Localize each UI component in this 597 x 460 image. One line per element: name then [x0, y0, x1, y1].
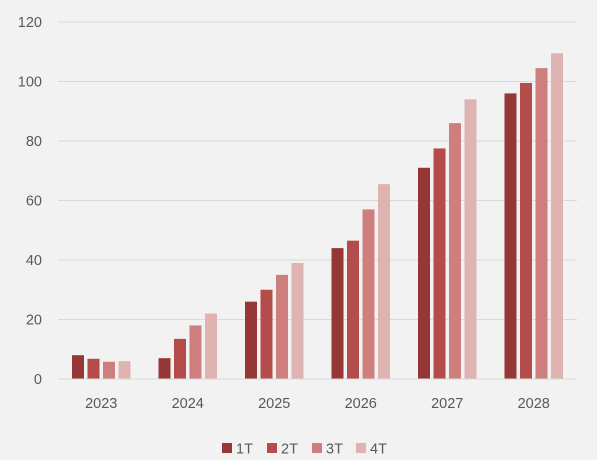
legend-label: 2T	[281, 442, 298, 458]
legend-swatch	[312, 443, 322, 453]
x-tick-label: 2024	[172, 396, 204, 412]
x-axis-tick-labels: 2023 2024 2025 2026 2027 2028	[85, 396, 550, 412]
bar-2T-2023	[87, 358, 100, 379]
bar-4T-2027	[464, 99, 477, 379]
bar-3T-2028	[535, 68, 548, 380]
bars	[72, 53, 563, 380]
bar-2T-2024	[174, 338, 186, 379]
bar-3T-2026	[362, 209, 375, 379]
legend-label: 4T	[370, 442, 387, 458]
legend-item-3T[interactable]: 3T	[312, 442, 343, 458]
bar-2T-2028	[520, 82, 532, 380]
y-axis-tick-labels: 0 20 40 60 80 100 120	[18, 15, 42, 388]
gridlines	[58, 21, 577, 320]
legend-swatch	[222, 443, 232, 453]
bar-1T-2026	[331, 248, 344, 379]
bar-2T-2026	[347, 240, 359, 379]
bar-4T-2024	[205, 313, 217, 379]
x-tick-label: 2025	[258, 396, 290, 412]
bar-3T-2024	[189, 325, 202, 379]
legend-item-2T[interactable]: 2T	[267, 442, 298, 458]
y-tick-label: 20	[26, 313, 42, 329]
bar-3T-2023	[103, 361, 115, 379]
bar-3T-2027	[449, 123, 461, 380]
legend-swatch	[267, 443, 277, 453]
bar-1T-2025	[245, 301, 257, 379]
y-tick-label: 120	[18, 15, 42, 31]
legend-label: 3T	[326, 442, 343, 458]
y-tick-label: 100	[18, 75, 42, 91]
bar-4T-2026	[378, 184, 390, 379]
legend-item-1T[interactable]: 1T	[222, 442, 253, 458]
y-tick-label: 80	[26, 134, 42, 150]
bar-2T-2025	[260, 289, 273, 379]
legend[interactable]: 1T 2T 3T 4T	[222, 442, 387, 458]
bar-1T-2028	[504, 93, 517, 380]
x-tick-label: 2026	[345, 396, 377, 412]
x-tick-label: 2027	[431, 396, 463, 412]
y-tick-label: 0	[34, 372, 42, 388]
y-tick-label: 60	[26, 194, 42, 210]
legend-item-4T[interactable]: 4T	[356, 442, 387, 458]
legend-swatch	[356, 443, 366, 453]
bar-1T-2027	[418, 167, 430, 379]
bar-4T-2023	[118, 361, 131, 379]
x-tick-label: 2023	[85, 396, 117, 412]
legend-label: 1T	[236, 442, 253, 458]
bar-2T-2027	[433, 148, 446, 379]
bar-1T-2024	[158, 358, 171, 379]
bar-3T-2025	[276, 274, 288, 380]
bar-4T-2025	[291, 262, 304, 379]
y-tick-label: 40	[26, 253, 42, 269]
bar-4T-2028	[551, 53, 563, 380]
bar-1T-2023	[72, 355, 84, 379]
x-tick-label: 2028	[518, 396, 550, 412]
